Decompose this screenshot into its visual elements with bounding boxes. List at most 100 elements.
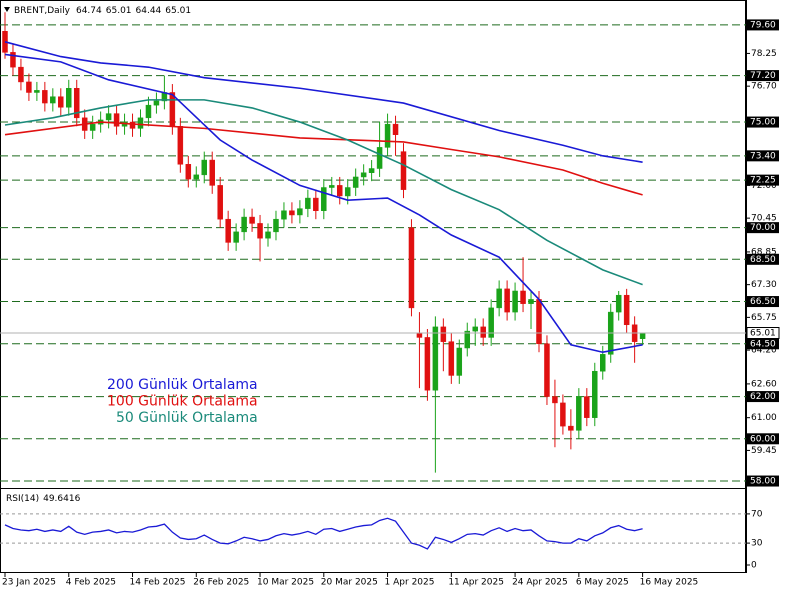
x-tick-label: 23 Jan 2025 bbox=[2, 578, 56, 588]
legend-entry: 200 Günlük Ortalama bbox=[107, 377, 258, 393]
candle-body bbox=[289, 210, 295, 216]
level-label: 62.00 bbox=[750, 392, 776, 402]
plot-frame bbox=[0, 0, 746, 573]
candle-body bbox=[241, 216, 247, 233]
level-label: 66.50 bbox=[750, 297, 776, 307]
level-label-box bbox=[747, 338, 779, 350]
rsi-title: RSI(14) 49.6416 bbox=[6, 494, 81, 504]
candle-body bbox=[34, 90, 40, 93]
candle-body bbox=[26, 81, 32, 93]
y-tick-label: 0 bbox=[751, 561, 757, 571]
candle-body bbox=[42, 90, 48, 104]
x-tick-label: 4 Feb 2025 bbox=[66, 578, 116, 588]
symbol: BRENT,Daily bbox=[14, 6, 71, 16]
y-tick-label: 65.75 bbox=[751, 313, 777, 323]
x-tick-label: 11 Apr 2025 bbox=[448, 578, 504, 588]
y-tick-label: 68.85 bbox=[751, 247, 777, 257]
candle-body bbox=[528, 299, 534, 304]
candle-body bbox=[464, 330, 471, 349]
moving-average bbox=[4, 99, 643, 286]
low-value: 64.44 bbox=[136, 6, 162, 16]
candle-body bbox=[592, 370, 598, 418]
candle-body bbox=[584, 396, 590, 418]
y-tick-label: 70.45 bbox=[751, 214, 777, 224]
candle-body bbox=[257, 223, 263, 239]
x-tick-label: 26 Feb 2025 bbox=[193, 578, 249, 588]
candle-body bbox=[496, 288, 502, 309]
x-tick-label: 24 Apr 2025 bbox=[512, 578, 568, 588]
candle-body bbox=[321, 187, 327, 211]
candle-body bbox=[344, 187, 351, 197]
candle-body bbox=[265, 231, 271, 239]
rsi-value: 49.6416 bbox=[43, 494, 80, 504]
candle-body bbox=[416, 332, 423, 338]
level-label-box bbox=[747, 150, 779, 162]
candle-body bbox=[201, 159, 207, 176]
level-label-box bbox=[747, 475, 779, 487]
candle-body bbox=[408, 227, 415, 309]
candle-body bbox=[456, 347, 463, 376]
candle-body bbox=[177, 126, 184, 165]
y-tick-label: 30 bbox=[751, 539, 763, 549]
moving-average bbox=[4, 53, 643, 354]
x-tick-label: 6 May 2025 bbox=[576, 578, 629, 588]
candle-body bbox=[472, 326, 478, 332]
candle-body bbox=[623, 294, 630, 326]
moving-average bbox=[4, 41, 643, 163]
candle-body bbox=[376, 147, 383, 169]
candle-body bbox=[552, 396, 558, 404]
y-tick-label: 70 bbox=[751, 509, 763, 519]
y-tick-label: 62.60 bbox=[751, 379, 777, 389]
header: BRENT,Daily 64.74 65.01 64.44 65.01 bbox=[14, 6, 191, 16]
level-label: 58.00 bbox=[750, 477, 776, 487]
candle-body bbox=[297, 208, 303, 216]
y-tick-label: 72.00 bbox=[751, 181, 777, 191]
level-label: 79.60 bbox=[750, 20, 776, 30]
last-price-label: 65.01 bbox=[750, 329, 776, 339]
y-tick-label: 61.00 bbox=[751, 413, 777, 423]
candle-body bbox=[89, 123, 96, 131]
candle-body bbox=[273, 218, 279, 233]
candle-body bbox=[392, 123, 399, 135]
level-label-box bbox=[747, 391, 779, 403]
candle-body bbox=[560, 402, 566, 427]
level-label: 70.00 bbox=[750, 223, 776, 233]
candle-body bbox=[432, 326, 439, 391]
candle-body bbox=[217, 185, 223, 220]
candle-body bbox=[73, 88, 80, 119]
candle-body bbox=[66, 88, 72, 108]
level-label: 77.20 bbox=[750, 71, 776, 81]
candle-body bbox=[360, 172, 367, 178]
level-label-box bbox=[747, 19, 779, 31]
rsi-line bbox=[4, 517, 643, 550]
candle-body bbox=[336, 185, 343, 197]
x-tick-label: 10 Mar 2025 bbox=[257, 578, 314, 588]
level-label: 68.50 bbox=[750, 255, 776, 265]
candle-body bbox=[209, 159, 215, 186]
candle-body bbox=[233, 231, 239, 243]
level-label: 64.50 bbox=[750, 339, 776, 349]
candle-body bbox=[145, 104, 152, 119]
candle-body bbox=[137, 117, 144, 129]
candle-body bbox=[329, 185, 335, 188]
candle-body bbox=[185, 164, 192, 180]
x-tick-label: 20 Mar 2025 bbox=[321, 578, 378, 588]
candle-body bbox=[225, 218, 231, 243]
candle-body bbox=[368, 168, 375, 173]
moving-average bbox=[4, 121, 643, 196]
x-tick-label: 1 Apr 2025 bbox=[385, 578, 435, 588]
level-label: 73.40 bbox=[750, 151, 776, 161]
legend-entry: 50 Günlük Ortalama bbox=[116, 410, 258, 426]
candle-body bbox=[448, 341, 455, 376]
close-value: 65.01 bbox=[165, 6, 191, 16]
level-label-box bbox=[747, 116, 779, 128]
level-label-box bbox=[747, 296, 779, 308]
candle-body bbox=[129, 121, 136, 129]
level-label-box bbox=[747, 222, 779, 234]
candle-body bbox=[400, 151, 407, 190]
candle-body bbox=[313, 197, 319, 211]
candle-body bbox=[153, 100, 160, 106]
rsi-name: RSI(14) bbox=[6, 494, 39, 504]
menu-arrow bbox=[4, 7, 10, 12]
